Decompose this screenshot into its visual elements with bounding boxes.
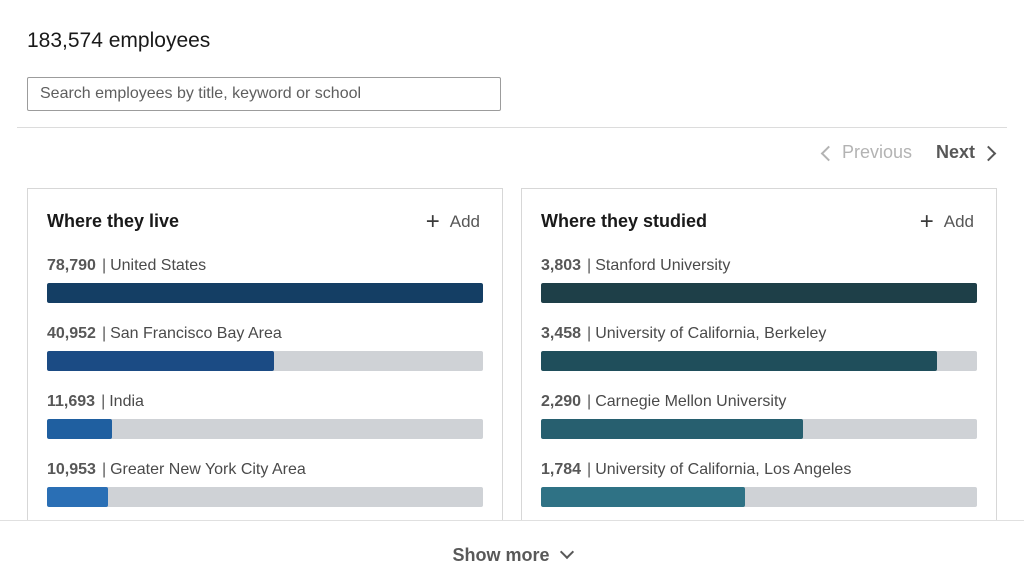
bar-fill bbox=[47, 351, 274, 371]
add-button[interactable]: + Add bbox=[919, 207, 974, 235]
row-count: 3,803 bbox=[541, 257, 582, 274]
bar-fill bbox=[541, 283, 977, 303]
next-label: Next bbox=[935, 142, 975, 162]
add-label: Add bbox=[943, 211, 974, 231]
list-item[interactable]: 3,458 | University of California, Berkeley bbox=[541, 325, 977, 393]
row-count: 10,953 bbox=[47, 461, 96, 478]
where-they-live-card: Where they live + Add 78,790 | United Stat… bbox=[27, 188, 503, 548]
row-count: 3,458 bbox=[541, 325, 582, 342]
next-button[interactable]: Next bbox=[935, 142, 997, 163]
row-label: Carnegie Mellon University bbox=[595, 393, 787, 410]
bar-track bbox=[541, 351, 977, 371]
bar-track bbox=[47, 487, 483, 507]
row-count: 1,784 bbox=[541, 461, 582, 478]
bar-track bbox=[541, 487, 977, 507]
add-button[interactable]: + Add bbox=[425, 207, 480, 235]
row-label: Greater New York City Area bbox=[110, 461, 306, 478]
row-label: United States bbox=[110, 257, 207, 274]
row-label: University of California, Los Angeles bbox=[595, 461, 852, 478]
bar-fill bbox=[541, 487, 746, 507]
plus-icon: + bbox=[919, 207, 934, 235]
bar-fill bbox=[541, 351, 938, 371]
bar-track bbox=[47, 419, 483, 439]
bar-track bbox=[541, 283, 977, 303]
list-item[interactable]: 11,693 | India bbox=[47, 393, 483, 461]
list-item[interactable]: 10,953 | Greater New York City Area bbox=[47, 461, 483, 529]
list-item[interactable]: 2,290 | Carnegie Mellon University bbox=[541, 393, 977, 461]
pagination: Previous Next bbox=[820, 142, 997, 163]
previous-label: Previous bbox=[841, 142, 912, 162]
row-count: 40,952 bbox=[47, 325, 96, 342]
bar-track bbox=[47, 283, 483, 303]
card-rows: 78,790 | United States 40,952 | San Francisc… bbox=[47, 257, 483, 529]
bar-fill bbox=[47, 487, 108, 507]
row-label: Stanford University bbox=[595, 257, 731, 274]
row-label: San Francisco Bay Area bbox=[110, 325, 282, 342]
row-count: 2,290 bbox=[541, 393, 582, 410]
card-title: Where they live bbox=[47, 211, 180, 231]
row-label: University of California, Berkeley bbox=[595, 325, 827, 342]
show-more-button[interactable]: Show more bbox=[0, 544, 1024, 566]
chevron-down-icon bbox=[559, 544, 574, 560]
plus-icon: + bbox=[425, 207, 440, 235]
row-count: 78,790 bbox=[47, 257, 96, 274]
list-item[interactable]: 40,952 | San Francisco Bay Area bbox=[47, 325, 483, 393]
chevron-left-icon bbox=[820, 145, 837, 162]
list-item[interactable]: 3,803 | Stanford University bbox=[541, 257, 977, 325]
card-title: Where they studied bbox=[541, 211, 708, 231]
show-more-label: Show more bbox=[452, 545, 550, 565]
bar-track bbox=[541, 419, 977, 439]
employee-count-title: 183,574 employees bbox=[27, 29, 211, 52]
card-rows: 3,803 | Stanford University 3,458 | Universi… bbox=[541, 257, 977, 529]
footer-bar bbox=[0, 520, 1024, 586]
bar-fill bbox=[541, 419, 804, 439]
search-employees-input[interactable] bbox=[27, 77, 501, 111]
bar-track bbox=[47, 351, 483, 371]
chevron-right-icon bbox=[980, 145, 997, 162]
list-item[interactable]: 1,784 | University of California, Los Ange… bbox=[541, 461, 977, 529]
bar-fill bbox=[47, 283, 483, 303]
previous-button[interactable]: Previous bbox=[820, 142, 912, 163]
divider bbox=[17, 127, 1007, 128]
bar-fill bbox=[47, 419, 112, 439]
add-label: Add bbox=[449, 211, 480, 231]
where-they-studied-card: Where they studied + Add 3,803 | Stanford … bbox=[521, 188, 997, 548]
row-count: 11,693 bbox=[47, 393, 96, 410]
row-label: India bbox=[109, 393, 144, 410]
list-item[interactable]: 78,790 | United States bbox=[47, 257, 483, 325]
